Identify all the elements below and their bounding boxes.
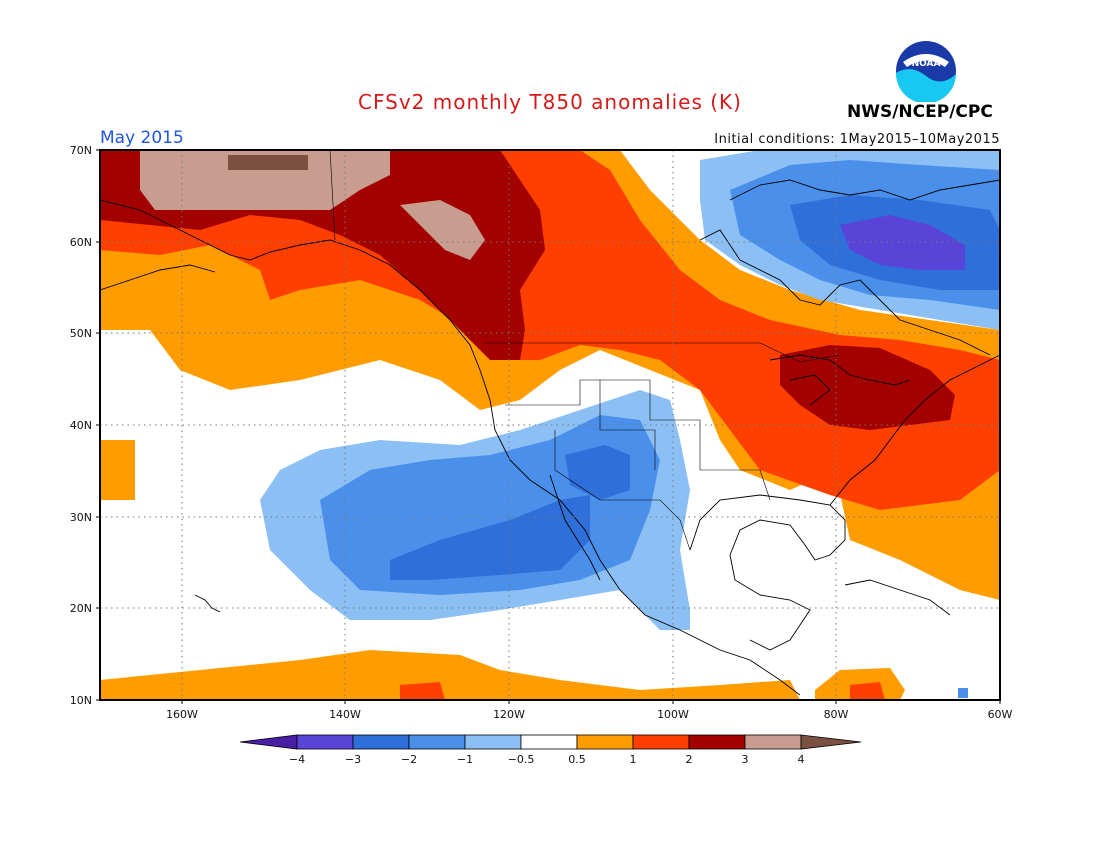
lon-label-160w: 160W	[166, 708, 198, 721]
anomaly-region-violet-canada	[840, 215, 965, 270]
lon-label-140w: 140W	[329, 708, 361, 721]
anomaly-region-darkblue-southwest	[565, 445, 630, 500]
agency-label: NWS/NCEP/CPC	[847, 102, 993, 122]
colorbar-label: 2	[686, 753, 693, 766]
anomaly-region-darkblue-pacific	[390, 495, 590, 580]
colorbar-label: 1	[630, 753, 637, 766]
coastlines	[100, 179, 1000, 696]
colorbar-swatch	[576, 734, 634, 750]
colorbar-swatch	[744, 734, 802, 750]
anomaly-field	[100, 150, 1000, 700]
anomaly-region-brown-alaska	[228, 155, 308, 170]
colorbar-swatch	[296, 734, 354, 750]
colorbar-label: −4	[289, 753, 305, 766]
chart-title: CFSv2 monthly T850 anomalies (K)	[358, 90, 742, 114]
lon-label-80w: 80W	[824, 708, 849, 721]
borders	[329, 150, 841, 551]
colorbar-label: −3	[345, 753, 361, 766]
colorbar: −4 −3 −2 −1 −0.5 0.5 1 2 3 4	[239, 734, 862, 766]
colorbar-label: −2	[401, 753, 417, 766]
lat-label-70n: 70N	[70, 144, 92, 157]
lat-label-40n: 40N	[70, 419, 92, 432]
colorbar-arrow-low	[239, 734, 298, 750]
logo-text: NOAA	[912, 59, 941, 69]
anomaly-region-orange-westpatch	[100, 440, 135, 500]
colorbar-swatch	[464, 734, 522, 750]
initial-conditions-label: Initial conditions: 1May2015–10May2015	[714, 132, 1000, 147]
colorbar-swatch	[632, 734, 690, 750]
colorbar-swatch	[520, 734, 578, 750]
anomaly-region-tan-alaska	[140, 150, 390, 210]
lon-label-120w: 120W	[493, 708, 525, 721]
anomaly-region-darkred-greatlakes	[780, 345, 955, 430]
colorbar-swatch	[688, 734, 746, 750]
lat-label-30n: 30N	[70, 511, 92, 524]
colorbar-label: 4	[798, 753, 805, 766]
lat-label-20n: 20N	[70, 602, 92, 615]
lat-label-50n: 50N	[70, 327, 92, 340]
anomaly-region-orange-tropics	[100, 650, 800, 700]
lon-label-60w: 60W	[988, 708, 1013, 721]
anomaly-region-tan-yukon	[400, 200, 485, 260]
colorbar-label: −1	[457, 753, 473, 766]
colorbar-label: 0.5	[568, 753, 586, 766]
anomaly-region-red-caribbean	[850, 682, 885, 700]
lon-label-100w: 100W	[657, 708, 689, 721]
graticule	[100, 150, 1000, 700]
colorbar-label: 3	[742, 753, 749, 766]
colorbar-swatch	[408, 734, 466, 750]
anomaly-region-red-north	[100, 150, 1000, 510]
colorbar-arrow-high	[800, 734, 862, 750]
colorbar-label: −0.5	[508, 753, 535, 766]
anomaly-region-blue-spot	[958, 688, 968, 698]
month-label: May 2015	[100, 128, 184, 148]
noaa-logo-icon: NOAA	[895, 41, 956, 102]
colorbar-swatch	[352, 734, 410, 750]
lat-label-10n: 10N	[70, 694, 92, 707]
anomaly-region-red-tropics	[400, 682, 445, 700]
lat-label-60n: 60N	[70, 236, 92, 249]
